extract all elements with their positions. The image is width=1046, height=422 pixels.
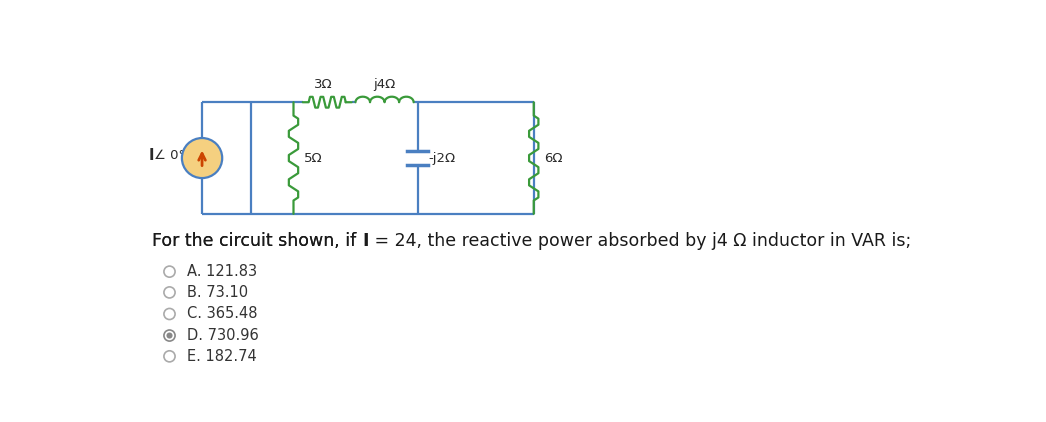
Text: For the circuit shown, if I = 24, the reactive power absorbed by j4 Ω inductor i: For the circuit shown, if I = 24, the re… bbox=[153, 232, 910, 250]
Text: j4Ω: j4Ω bbox=[373, 78, 395, 92]
Text: -j2Ω: -j2Ω bbox=[429, 151, 455, 165]
Text: B. 73.10: B. 73.10 bbox=[186, 285, 248, 300]
Text: 3Ω: 3Ω bbox=[314, 78, 333, 92]
Circle shape bbox=[182, 138, 222, 178]
Text: I: I bbox=[362, 232, 368, 250]
Text: I: I bbox=[149, 148, 154, 163]
Text: E. 182.74: E. 182.74 bbox=[186, 349, 256, 364]
Circle shape bbox=[166, 333, 173, 338]
Text: For the circuit shown, if: For the circuit shown, if bbox=[153, 232, 362, 250]
Text: 6Ω: 6Ω bbox=[544, 151, 563, 165]
Text: D. 730.96: D. 730.96 bbox=[186, 328, 258, 343]
Text: ∠ 0° A: ∠ 0° A bbox=[154, 149, 199, 162]
Text: 5Ω: 5Ω bbox=[303, 151, 322, 165]
Text: For the circuit shown, if: For the circuit shown, if bbox=[153, 232, 362, 250]
Text: A. 121.83: A. 121.83 bbox=[186, 264, 256, 279]
Text: C. 365.48: C. 365.48 bbox=[186, 306, 257, 322]
Text: = 24, the reactive power absorbed by j4 Ω inductor in VAR is;: = 24, the reactive power absorbed by j4 … bbox=[368, 232, 911, 250]
